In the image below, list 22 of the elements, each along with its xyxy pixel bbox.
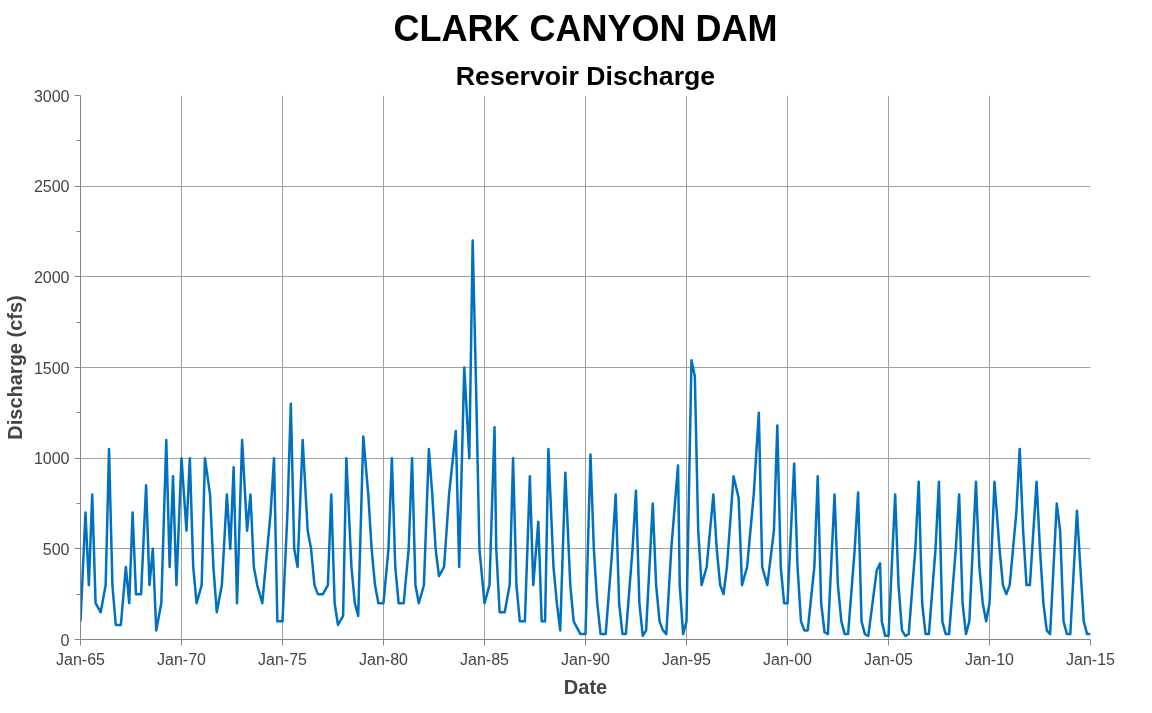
y-tick-label: 1000 xyxy=(33,450,70,468)
y-tick-label: 2500 xyxy=(33,178,70,196)
y-tick-label: 0 xyxy=(60,631,70,649)
y-tick-label: 1500 xyxy=(33,359,70,377)
x-tick-label: Jan-65 xyxy=(56,650,106,668)
x-tick-label: Jan-10 xyxy=(965,650,1015,668)
x-tick-label: Jan-90 xyxy=(561,650,611,668)
x-tick-label: Jan-85 xyxy=(460,650,510,668)
y-tick-label: 2000 xyxy=(33,268,70,286)
x-tick-label: Jan-15 xyxy=(1066,650,1116,668)
x-tick-label: Jan-75 xyxy=(258,650,308,668)
y-tick-label: 3000 xyxy=(33,87,70,105)
y-tick-label: 500 xyxy=(42,540,70,558)
x-tick-label: Jan-80 xyxy=(359,650,409,668)
chart-subtitle: Reservoir Discharge xyxy=(455,60,716,91)
x-axis-title: Date xyxy=(563,675,608,698)
chart-title: CLARK CANYON DAM xyxy=(393,7,778,49)
y-axis-title: Discharge (cfs) xyxy=(3,295,26,440)
x-tick-label: Jan-95 xyxy=(662,650,712,668)
x-tick-label: Jan-00 xyxy=(763,650,813,668)
x-tick-label: Jan-70 xyxy=(157,650,207,668)
x-tick-label: Jan-05 xyxy=(864,650,914,668)
